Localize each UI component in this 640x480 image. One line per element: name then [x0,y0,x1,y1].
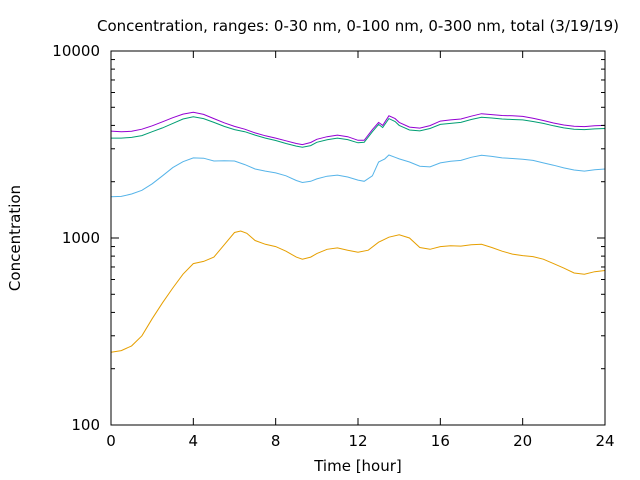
plot-frame [110,50,606,426]
ticks-layer: 0 4 8 12 16 20 24 100 1000 10000 [52,42,614,450]
x-tick-label: 20 [513,432,532,450]
y-tick-label: 10000 [52,42,100,60]
x-tick-label: 16 [431,432,450,450]
x-tick-label: 8 [271,432,281,450]
x-tick-label: 24 [595,432,614,450]
series-line-3 [111,116,606,148]
y-tick-label: 100 [71,416,100,434]
chart-title: Concentration, ranges: 0-30 nm, 0-100 nm… [97,17,619,35]
y-axis-label: Concentration [6,185,24,291]
series-line-4 [110,111,606,146]
series-line-2 [110,154,606,198]
x-tick-label: 12 [348,432,367,450]
x-axis-label: Time [hour] [313,457,402,475]
series-line-1 [110,230,606,353]
y-tick-label: 1000 [62,229,100,247]
series-layer [110,111,606,353]
x-tick-label: 0 [106,432,116,450]
x-tick-label: 4 [189,432,199,450]
